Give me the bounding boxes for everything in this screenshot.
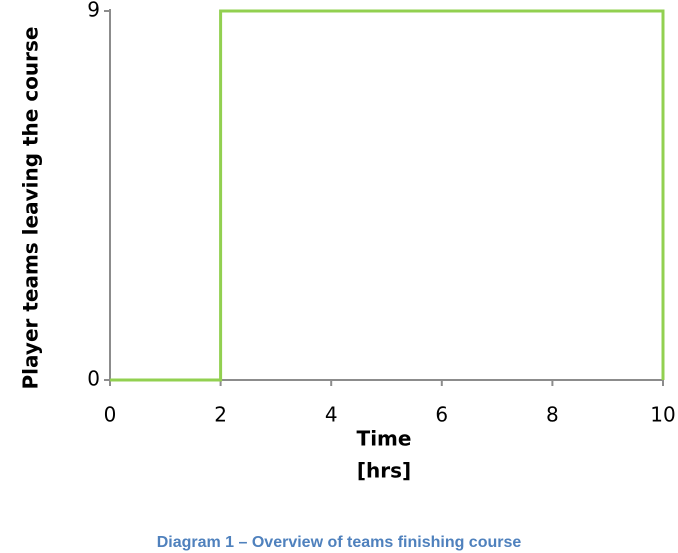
y-tick-label: 0 bbox=[87, 367, 100, 391]
x-tick-label: 6 bbox=[435, 403, 448, 427]
x-axis-unit: [hrs] bbox=[357, 459, 411, 483]
caption: Diagram 1 – Overview of teams finishing … bbox=[157, 534, 522, 551]
x-tick-label: 0 bbox=[104, 403, 117, 427]
y-axis-title: Player teams leaving the course bbox=[19, 27, 43, 390]
y-tick-label: 9 bbox=[87, 0, 100, 22]
data-line bbox=[110, 9, 665, 382]
x-axis-title: Time bbox=[357, 427, 412, 451]
x-tick-label: 8 bbox=[546, 403, 559, 427]
x-tick-label: 4 bbox=[325, 403, 338, 427]
x-tick-label: 10 bbox=[650, 403, 675, 427]
x-tick-label: 2 bbox=[214, 403, 227, 427]
